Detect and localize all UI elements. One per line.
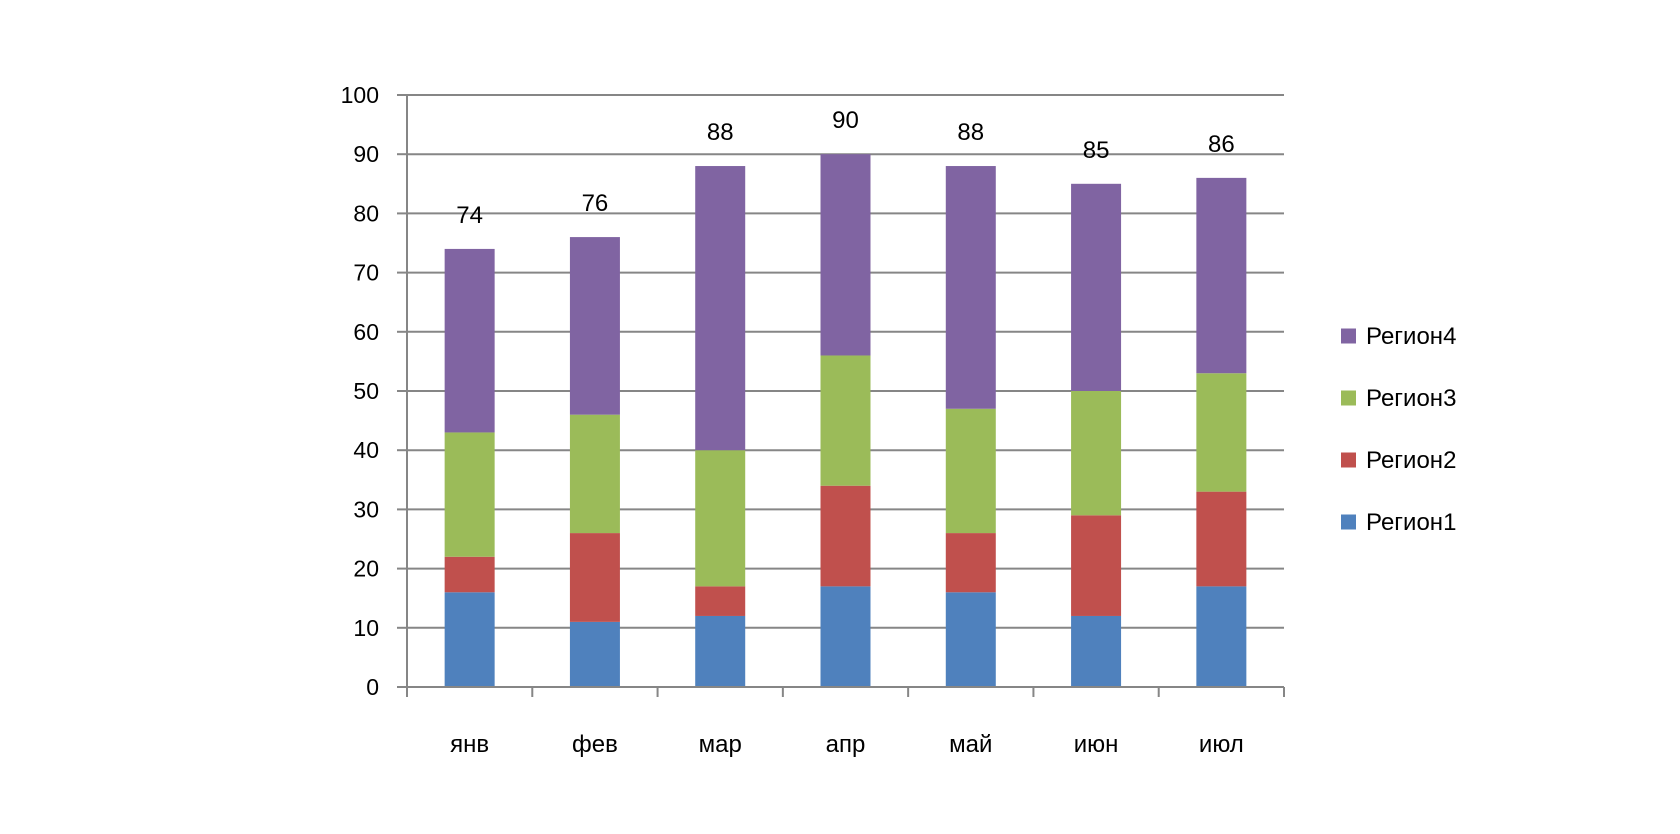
bars-layer	[444, 154, 1247, 687]
bar-segment-Регион2-июн	[1071, 515, 1122, 616]
bar-segment-Регион2-янв	[444, 556, 495, 593]
bar-segment-Регион2-фев	[569, 533, 620, 622]
total-data-label: 88	[957, 119, 984, 146]
y-tick-label: 80	[353, 200, 379, 226]
bar-segment-Регион3-янв	[444, 432, 495, 557]
y-tick-label: 100	[341, 82, 379, 108]
bar-segment-Регион1-мар	[695, 615, 746, 687]
bar-segment-Регион1-янв	[444, 592, 495, 687]
x-category-label: апр	[826, 731, 866, 758]
bar-segment-Регион3-июн	[1071, 391, 1122, 516]
total-data-label: 76	[582, 190, 609, 217]
labels-layer: 0 10 20 30 40 50 60 70 80 90 100 74 янв 76 фев 88 мар 90 а…	[341, 82, 1244, 758]
legend-label-Регион1: Регион1	[1366, 509, 1456, 536]
bar-segment-Регион3-фев	[569, 414, 620, 534]
x-category-label: янв	[450, 731, 489, 758]
y-tick-label: 40	[353, 437, 379, 463]
total-data-label: 74	[456, 202, 483, 229]
bar-segment-Регион4-май	[945, 166, 996, 409]
legend-swatch-Регион3	[1341, 390, 1356, 406]
y-tick-label: 70	[353, 260, 379, 286]
axes-layer	[397, 94, 1285, 697]
legend-label-Регион3: Регион3	[1366, 385, 1456, 412]
bar-segment-Регион1-июл	[1196, 586, 1247, 687]
bar-segment-Регион1-фев	[569, 621, 620, 687]
bar-segment-Регион4-янв	[444, 248, 495, 433]
bar-segment-Регион2-июл	[1196, 491, 1247, 587]
legend-label-Регион4: Регион4	[1366, 323, 1456, 350]
x-category-label: июн	[1074, 731, 1119, 758]
bar-segment-Регион3-июл	[1196, 373, 1247, 492]
bar-segment-Регион1-июн	[1071, 615, 1122, 687]
y-tick-label: 60	[353, 319, 379, 345]
legend-swatch-Регион2	[1341, 452, 1356, 468]
legend-swatch-Регион4	[1341, 328, 1356, 344]
bar-segment-Регион3-апр	[820, 355, 871, 486]
bar-segment-Регион2-мар	[695, 586, 746, 616]
y-tick-label: 90	[353, 141, 379, 167]
bar-segment-Регион1-апр	[820, 586, 871, 687]
bar-segment-Регион2-апр	[820, 485, 871, 587]
bar-segment-Регион4-июл	[1196, 177, 1247, 374]
x-category-label: май	[949, 731, 992, 758]
bar-segment-Регион2-май	[945, 533, 996, 593]
y-tick-label: 50	[353, 378, 379, 404]
y-tick-label: 20	[353, 556, 379, 582]
y-tick-label: 10	[353, 615, 379, 641]
bar-segment-Регион4-фев	[569, 237, 620, 415]
legend-label-Регион2: Регион2	[1366, 447, 1456, 474]
x-category-label: июл	[1199, 731, 1244, 758]
x-category-label: мар	[699, 731, 742, 758]
total-data-label: 86	[1208, 131, 1235, 158]
y-tick-label: 30	[353, 496, 379, 522]
legend-swatch-Регион1	[1341, 514, 1356, 530]
x-category-label: фев	[572, 731, 618, 758]
total-data-label: 85	[1083, 137, 1110, 164]
legend: Регион4 Регион3 Регион2 Регион1	[1341, 323, 1456, 536]
y-tick-label: 0	[366, 674, 379, 700]
bar-segment-Регион4-мар	[695, 166, 746, 451]
bar-segment-Регион4-июн	[1071, 183, 1122, 391]
bar-segment-Регион4-апр	[820, 154, 871, 356]
bar-segment-Регион3-май	[945, 408, 996, 534]
bar-segment-Регион1-май	[945, 592, 996, 687]
bar-segment-Регион3-мар	[695, 450, 746, 587]
total-data-label: 90	[832, 107, 859, 134]
total-data-label: 88	[707, 119, 734, 146]
